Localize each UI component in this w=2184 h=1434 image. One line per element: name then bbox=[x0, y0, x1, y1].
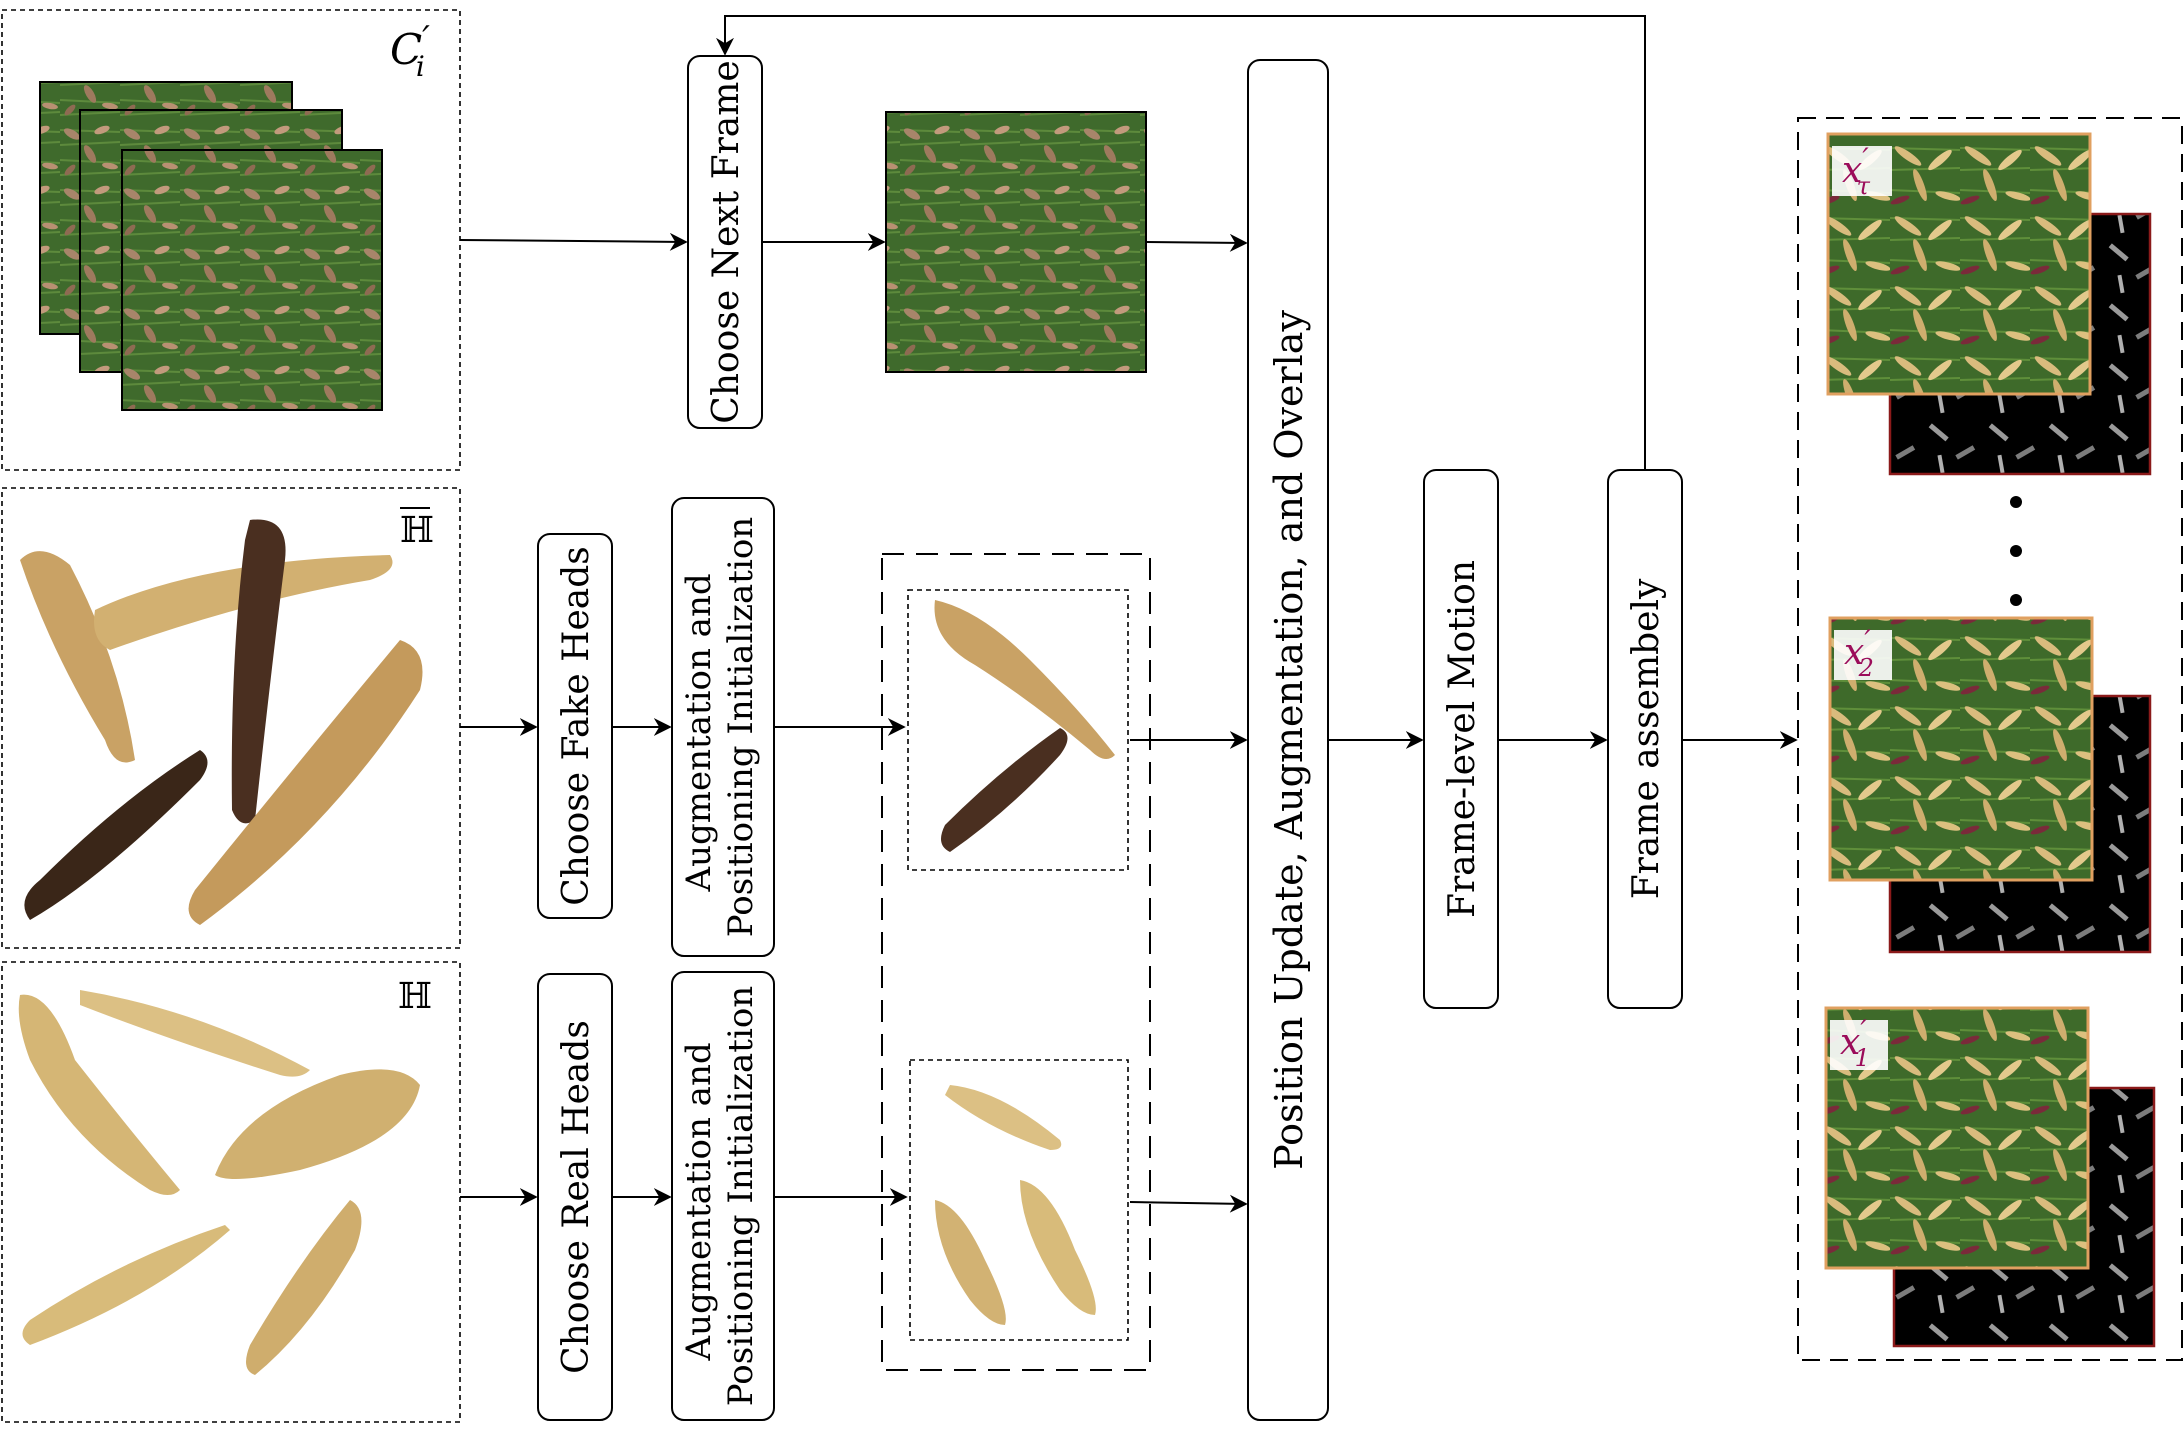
fake-head-shape bbox=[188, 640, 423, 925]
frame-level-motion-label: Frame-level Motion bbox=[1442, 560, 1483, 918]
background-frame-thumb bbox=[121, 149, 383, 411]
aug-pos-init-fake-label: Augmentation and Positioning Initializat… bbox=[679, 517, 761, 937]
real-head-shape bbox=[1020, 1180, 1096, 1315]
ellipsis-dot bbox=[2010, 496, 2022, 508]
output-label-1: x′ 1 bbox=[1840, 1014, 1870, 1072]
selected-frame-thumb bbox=[885, 111, 1147, 373]
arrow-real-group-to-update bbox=[1129, 1194, 1248, 1213]
real-head-shape bbox=[22, 1225, 230, 1345]
background-label: C′ i bbox=[390, 19, 430, 83]
aug-pos-init-real-label: Augmentation and Positioning Initializat… bbox=[679, 986, 761, 1406]
choose-next-frame-box: Choose Next Frame bbox=[687, 55, 763, 429]
initialized-heads-group bbox=[881, 553, 1151, 1371]
real-head-shape bbox=[18, 994, 180, 1195]
arrows bbox=[459, 15, 1798, 1213]
frame-assembly-label: Frame assembely bbox=[1626, 578, 1667, 899]
output-label-tau: x′ τ bbox=[1842, 142, 1871, 200]
real-head-shape bbox=[215, 1069, 420, 1179]
aug-pos-init-real-box: Augmentation and Positioning Initializat… bbox=[671, 971, 775, 1421]
real-head-shape bbox=[246, 1200, 362, 1375]
ellipsis-dot bbox=[2010, 594, 2022, 606]
real-head-shape bbox=[935, 1200, 1006, 1325]
arrow-feedback-loop bbox=[716, 15, 1646, 470]
choose-next-frame-label: Choose Next Frame bbox=[706, 60, 747, 423]
arrow-frame-to-update bbox=[1145, 233, 1248, 252]
real-head-shape bbox=[945, 1085, 1062, 1150]
position-update-box: Position Update, Augmentation, and Overl… bbox=[1247, 59, 1329, 1421]
output-frame-tau: x′ τ bbox=[1826, 132, 2152, 476]
fake-head-shape bbox=[231, 519, 286, 824]
output-label-2: x′ 2 bbox=[1844, 624, 1874, 682]
fake-heads-panel: ℍ bbox=[1, 487, 461, 949]
choose-fake-heads-label: Choose Fake Heads bbox=[556, 546, 597, 906]
choose-real-heads-box: Choose Real Heads bbox=[537, 973, 613, 1421]
real-head-shape bbox=[80, 990, 310, 1077]
fake-head-shape bbox=[24, 750, 208, 920]
ellipsis-dot bbox=[2010, 545, 2022, 557]
fake-head-shape bbox=[20, 551, 135, 763]
arrow-background-to-choose bbox=[459, 232, 688, 251]
real-heads-label: ℍ bbox=[398, 976, 432, 1017]
output-frame-1: x′ 1 bbox=[1824, 1006, 2156, 1348]
frame-level-motion-box: Frame-level Motion bbox=[1423, 469, 1499, 1009]
fake-heads-label: ℍ bbox=[400, 510, 434, 551]
frame-assembly-box: Frame assembely bbox=[1607, 469, 1683, 1009]
real-heads-panel: ℍ bbox=[1, 961, 461, 1423]
aug-pos-init-fake-box: Augmentation and Positioning Initializat… bbox=[671, 497, 775, 957]
choose-fake-heads-box: Choose Fake Heads bbox=[537, 533, 613, 919]
output-frame-2: x′ 2 bbox=[1828, 616, 2152, 954]
choose-real-heads-label: Choose Real Heads bbox=[556, 1020, 597, 1374]
output-frames-panel: x′ τ x′ 2 x′ 1 bbox=[1797, 117, 2183, 1361]
fake-head-shape bbox=[934, 600, 1115, 759]
position-update-label: Position Update, Augmentation, and Overl… bbox=[1267, 310, 1311, 1170]
fake-head-shape bbox=[941, 728, 1068, 852]
background-frames-panel: C′ i bbox=[1, 9, 461, 471]
